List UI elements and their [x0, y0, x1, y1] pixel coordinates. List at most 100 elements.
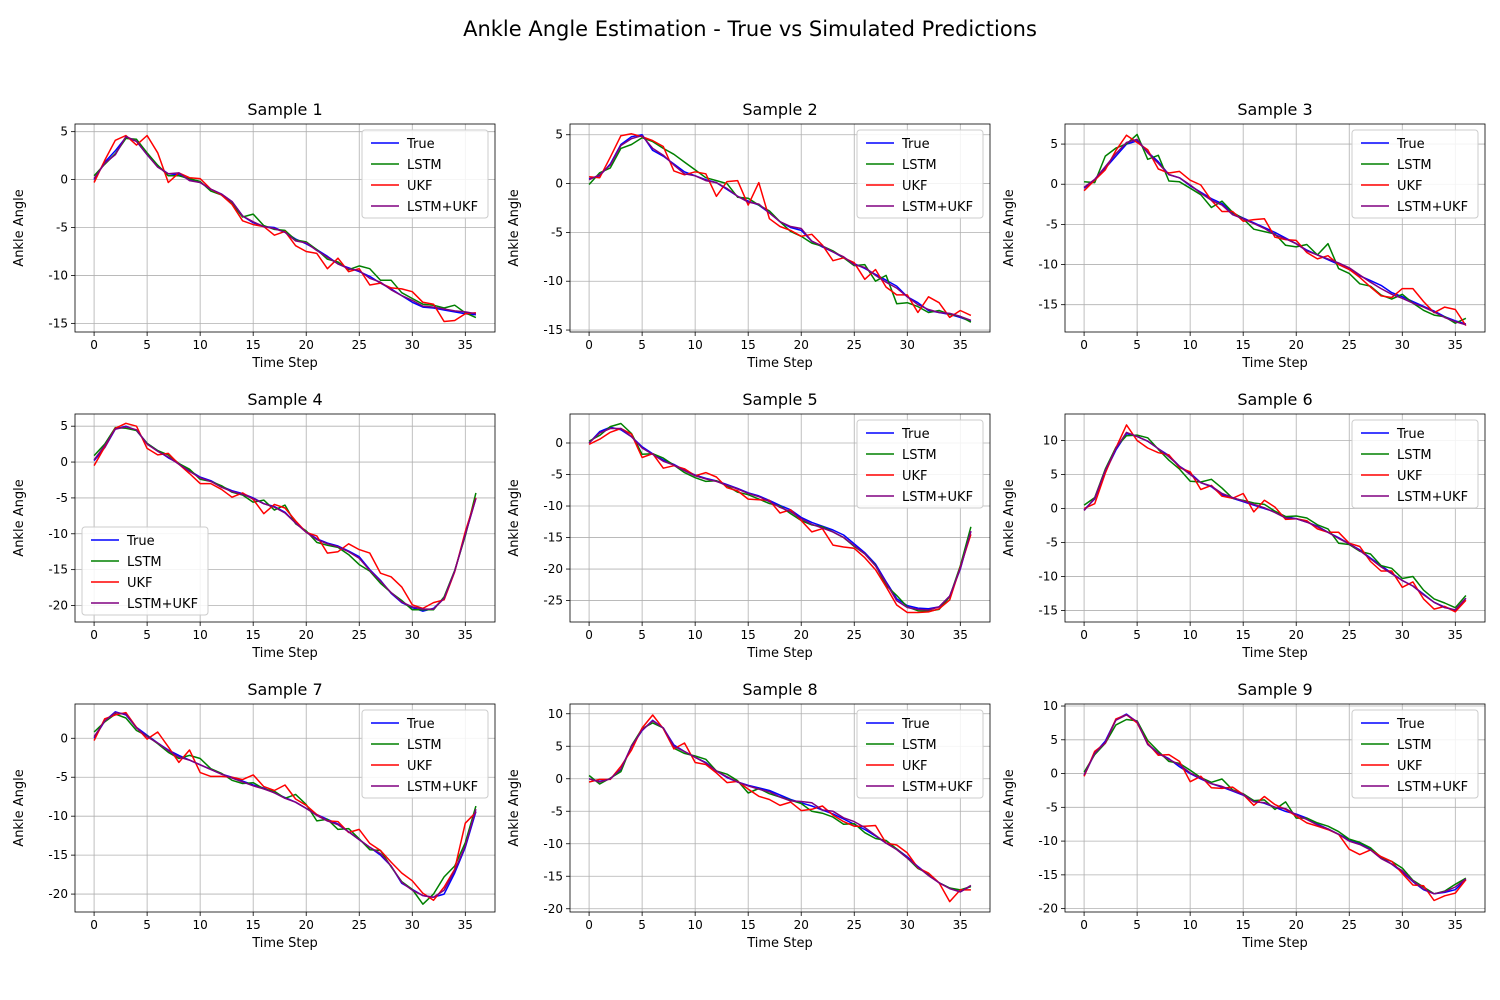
- x-tick-label: 20: [1289, 628, 1304, 642]
- y-tick-label: -5: [551, 468, 563, 482]
- y-tick-label: -10: [543, 499, 563, 513]
- y-tick-label: -10: [48, 809, 68, 823]
- x-tick-label: 10: [1183, 338, 1198, 352]
- y-tick-label: 0: [555, 772, 563, 786]
- x-tick-label: 30: [405, 918, 420, 932]
- x-tick-label: 0: [1080, 628, 1088, 642]
- y-tick-label: -5: [56, 491, 68, 505]
- series-line-lstm-ukf: [93, 711, 477, 898]
- x-axis-label: Time Step: [746, 356, 813, 371]
- legend: True LSTM UKF LSTM+UKF: [856, 709, 984, 799]
- legend-box: [856, 709, 984, 799]
- series-line-ukf: [1083, 424, 1467, 613]
- x-tick-label: 10: [688, 628, 703, 642]
- series-line-lstm-ukf: [93, 426, 477, 610]
- x-tick-label: 25: [352, 338, 367, 352]
- x-tick-label: 35: [953, 628, 968, 642]
- y-tick-label: -10: [48, 268, 68, 282]
- plot-frame: [74, 413, 496, 623]
- y-tick-label: -15: [543, 323, 563, 337]
- x-tick-label: 15: [1236, 918, 1251, 932]
- x-tick-label: 20: [794, 338, 809, 352]
- y-tick-label: -15: [1038, 603, 1058, 617]
- x-tick-label: 35: [458, 628, 473, 642]
- subplot-title: Sample 3: [1237, 100, 1312, 119]
- x-tick-label: 10: [193, 918, 208, 932]
- x-tick-label: 5: [1133, 338, 1141, 352]
- subplot-title: Sample 2: [742, 100, 817, 119]
- x-tick-label: 20: [794, 628, 809, 642]
- legend-label: LSTM: [902, 158, 937, 173]
- series-line-ukf: [588, 714, 971, 903]
- plot-frame: [74, 123, 496, 333]
- x-tick-label: 10: [193, 628, 208, 642]
- legend-label: LSTM: [902, 738, 937, 753]
- legend-label: LSTM+UKF: [1397, 200, 1468, 215]
- subplot-title: Sample 1: [247, 100, 322, 119]
- x-tick-label: 10: [688, 918, 703, 932]
- legend-label: True: [1396, 137, 1425, 152]
- x-tick-label: 5: [638, 338, 646, 352]
- x-tick-label: 30: [900, 628, 915, 642]
- subplot-title: Sample 8: [742, 680, 817, 699]
- series-line-lstm: [1083, 718, 1467, 895]
- x-axis-label: Time Step: [746, 936, 813, 951]
- x-tick-label: 15: [1236, 338, 1251, 352]
- y-axis-label: Ankle Angle: [12, 769, 27, 846]
- legend-label: LSTM: [127, 555, 162, 570]
- subplot-1: 0 5 10 15 20 25 30 35 -15 -10 -5 0 5 Sample 1 Time Ste…: [12, 100, 496, 371]
- x-tick-label: 0: [90, 338, 98, 352]
- x-tick-label: 25: [847, 628, 862, 642]
- x-axis-label: Time Step: [746, 646, 813, 661]
- subplot-6: 0 5 10 15 20 25 30 35 -15 -10 -5 0 5 10 Sample 6 Time S…: [1002, 390, 1486, 661]
- legend-label: True: [126, 534, 155, 549]
- x-tick-label: 0: [90, 918, 98, 932]
- legend: True LSTM UKF LSTM+UKF: [361, 709, 489, 799]
- y-tick-label: 5: [555, 739, 563, 753]
- subplot-9: 0 5 10 15 20 25 30 35 -20 -15 -10 -5 0 5 10 Sample 9 Tim…: [1002, 680, 1486, 951]
- legend-box: [856, 419, 984, 509]
- x-tick-label: 30: [1395, 918, 1410, 932]
- plot-frame: [1064, 123, 1486, 333]
- y-tick-label: 5: [60, 125, 68, 139]
- subplot-4: 0 5 10 15 20 25 30 35 -20 -15 -10 -5 0 5 Sample 4 Time …: [12, 390, 496, 661]
- x-tick-label: 10: [1183, 918, 1198, 932]
- y-tick-label: 0: [1050, 767, 1058, 781]
- legend-label: True: [406, 717, 435, 732]
- legend: True LSTM UKF LSTM+UKF: [1351, 129, 1479, 219]
- legend-box: [81, 526, 209, 616]
- y-tick-label: -20: [543, 562, 563, 576]
- series-line-lstm-ukf: [1083, 714, 1467, 895]
- y-tick-label: 0: [60, 173, 68, 187]
- x-tick-label: 20: [299, 338, 314, 352]
- subplot-title: Sample 5: [742, 390, 817, 409]
- legend-label: True: [901, 427, 930, 442]
- legend-label: LSTM+UKF: [1397, 780, 1468, 795]
- legend-label: True: [901, 717, 930, 732]
- y-tick-label: -10: [1038, 258, 1058, 272]
- legend-label: LSTM: [902, 448, 937, 463]
- legend-label: LSTM+UKF: [407, 200, 478, 215]
- y-tick-label: -5: [1046, 535, 1058, 549]
- x-tick-label: 35: [458, 918, 473, 932]
- x-tick-label: 10: [1183, 628, 1198, 642]
- x-tick-label: 20: [299, 918, 314, 932]
- legend-label: True: [406, 137, 435, 152]
- y-tick-label: 0: [1050, 501, 1058, 515]
- legend: True LSTM UKF LSTM+UKF: [856, 419, 984, 509]
- legend: True LSTM UKF LSTM+UKF: [361, 129, 489, 219]
- legend-box: [361, 129, 489, 219]
- y-tick-label: -25: [543, 594, 563, 608]
- x-tick-label: 30: [1395, 628, 1410, 642]
- x-tick-label: 15: [246, 628, 261, 642]
- x-tick-label: 5: [638, 628, 646, 642]
- legend-label: UKF: [1397, 759, 1423, 774]
- y-axis-label: Ankle Angle: [1002, 479, 1017, 556]
- y-axis-label: Ankle Angle: [507, 189, 522, 266]
- y-tick-label: -15: [48, 563, 68, 577]
- x-tick-label: 25: [1342, 628, 1357, 642]
- x-tick-label: 25: [1342, 338, 1357, 352]
- x-tick-label: 15: [741, 338, 756, 352]
- legend-label: UKF: [902, 469, 928, 484]
